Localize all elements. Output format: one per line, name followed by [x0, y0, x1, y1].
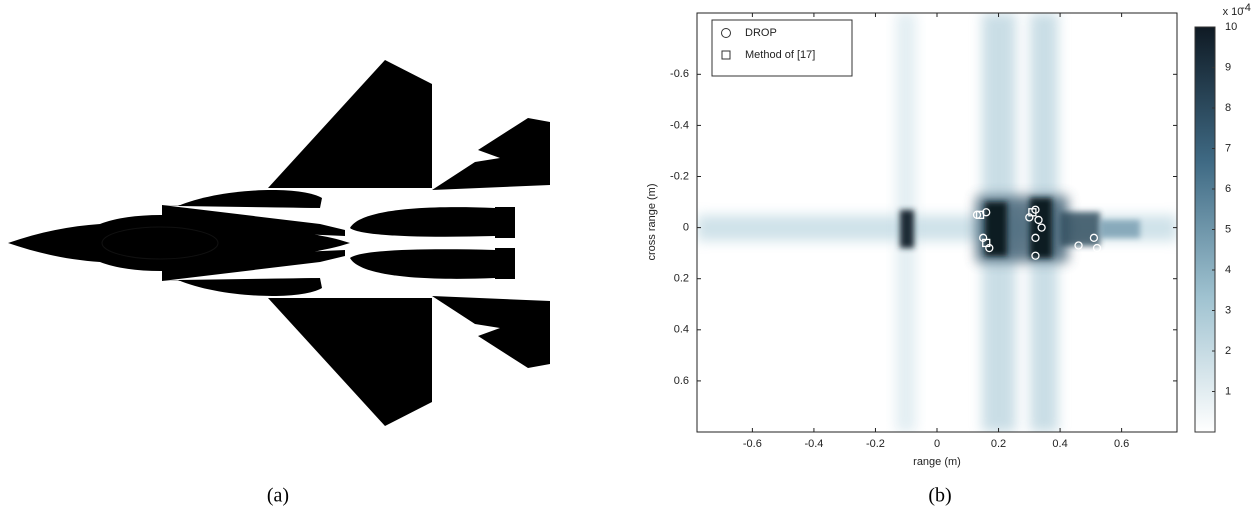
y-tick-label: 0.2: [674, 273, 689, 285]
x-tick-label: -0.4: [804, 438, 823, 450]
x-tick-label: 0: [934, 438, 940, 450]
colorbar-tick-label: 6: [1225, 183, 1231, 195]
y-tick-label: -0.6: [670, 68, 689, 80]
colorbar-exponent: -4: [1241, 2, 1251, 14]
x-tick-label: 0.2: [991, 438, 1006, 450]
y-axis-label: cross range (m): [646, 183, 658, 260]
caption: (a): [267, 485, 289, 507]
figure: (a) range (m) cross range (m) (b) x 10 -…: [0, 0, 1252, 518]
colorbar-tick-label: 1: [1225, 385, 1231, 397]
aircraft-drawing: [8, 60, 550, 426]
legend-label: Method of [17]: [745, 49, 815, 61]
colorbar-tick-label: 7: [1225, 142, 1231, 154]
colorbar-tick-label: 3: [1225, 304, 1231, 316]
x-axis-label: range (m): [913, 456, 961, 468]
colorbar-tick-label: 9: [1225, 61, 1231, 73]
x-tick-label: -0.2: [866, 438, 885, 450]
colorbar-tick-label: 4: [1225, 264, 1231, 276]
x-tick-label: 0.6: [1114, 438, 1129, 450]
x-tick-label: 0.4: [1052, 438, 1067, 450]
colorbar-tick-label: 10: [1225, 21, 1237, 33]
y-tick-label: -0.4: [670, 119, 689, 131]
colorbar-tick-label: 8: [1225, 102, 1231, 114]
legend-label: DROP: [745, 27, 777, 39]
x-tick-label: -0.6: [743, 438, 762, 450]
caption: (b): [928, 485, 951, 507]
colorbar-tick-label: 2: [1225, 345, 1231, 357]
y-tick-label: 0.4: [674, 324, 689, 336]
y-tick-label: -0.2: [670, 170, 689, 182]
y-tick-label: 0.6: [674, 375, 689, 387]
colorbar-tick-label: 5: [1225, 223, 1231, 235]
y-tick-label: 0: [683, 222, 689, 234]
